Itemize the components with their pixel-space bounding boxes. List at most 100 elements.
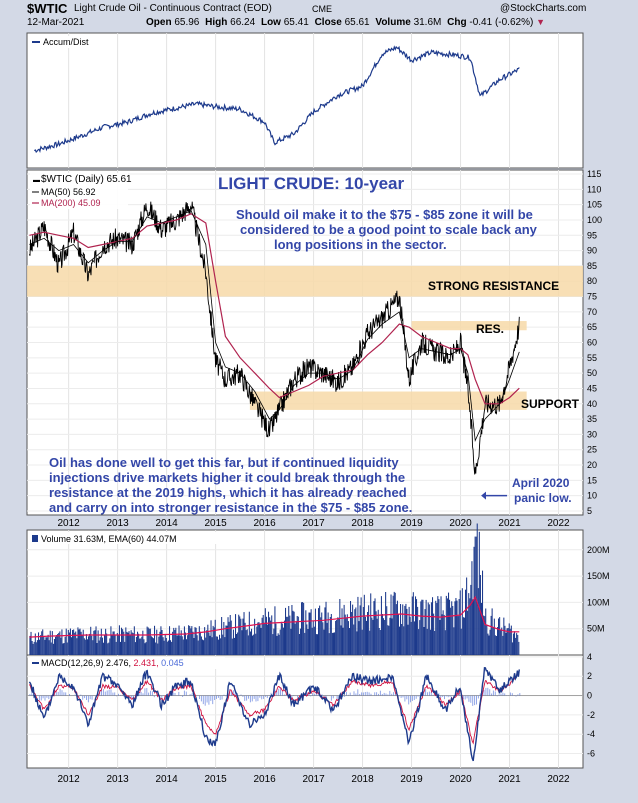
macd-hist-bar bbox=[249, 695, 251, 703]
macd-legend-label: MACD(12,26,9) 2.476, 2.431, 0.045 bbox=[41, 658, 184, 668]
x-tick-label-price: 2015 bbox=[204, 518, 227, 529]
volume-bar bbox=[36, 640, 38, 655]
macd-hist-bar bbox=[517, 694, 519, 696]
macd-hist-bar bbox=[353, 691, 355, 696]
volume-bar bbox=[330, 614, 332, 655]
volume-bar bbox=[466, 577, 468, 655]
macd-hist-bar bbox=[57, 691, 59, 696]
volume-bar bbox=[145, 642, 147, 655]
macd-hist-bar bbox=[344, 695, 346, 697]
volume-bar bbox=[222, 634, 224, 655]
volume-bar bbox=[65, 628, 67, 655]
volume-bar bbox=[309, 612, 311, 655]
volume-bar bbox=[375, 611, 377, 655]
note-line-1: Should oil make it to the $75 - $85 zone… bbox=[236, 207, 533, 222]
volume-bar bbox=[298, 634, 300, 655]
macd-hist-bar bbox=[351, 695, 353, 696]
y-tick-label-price: 10 bbox=[587, 491, 597, 501]
macd-hist-bar bbox=[244, 695, 246, 701]
y-tick-label-price: 65 bbox=[587, 322, 597, 332]
macd-hist-bar bbox=[31, 693, 33, 696]
volume-bar bbox=[74, 632, 76, 655]
ma200-legend-label: MA(200) 45.09 bbox=[41, 198, 101, 208]
macd-hist-bar bbox=[498, 694, 500, 696]
volume-bar bbox=[288, 606, 290, 655]
volume-bar bbox=[350, 601, 352, 655]
macd-hist-bar bbox=[270, 692, 272, 696]
volume-bar bbox=[492, 627, 494, 655]
x-tick-label-bottom: 2018 bbox=[351, 774, 374, 785]
volume-bar bbox=[514, 631, 516, 655]
volume-bar bbox=[301, 602, 303, 655]
volume-bar bbox=[461, 588, 463, 655]
volume-bar bbox=[51, 631, 53, 655]
volume-bar bbox=[55, 636, 57, 655]
x-tick-label-bottom: 2016 bbox=[253, 774, 276, 785]
volume-bar bbox=[228, 621, 230, 655]
macd-hist-bar bbox=[391, 693, 393, 696]
volume-bar bbox=[132, 633, 134, 655]
macd-hist-bar bbox=[423, 691, 425, 696]
volume-bar bbox=[468, 593, 470, 655]
open-value: 65.96 bbox=[174, 17, 200, 28]
y-tick-label-price: 5 bbox=[587, 506, 592, 516]
y-tick-label-price: 20 bbox=[587, 460, 597, 470]
volume-bar bbox=[198, 626, 200, 655]
volume-bar bbox=[56, 635, 58, 655]
volume-bar bbox=[346, 614, 348, 655]
volume-bar bbox=[377, 609, 379, 655]
volume-bar bbox=[148, 628, 150, 655]
macd-hist-bar bbox=[291, 695, 293, 699]
volume-bar bbox=[378, 628, 380, 655]
volume-bar bbox=[115, 641, 117, 655]
macd-hist-bar bbox=[208, 695, 210, 705]
x-tick-label-bottom: 2020 bbox=[449, 774, 472, 785]
macd-legend-bg bbox=[30, 657, 225, 669]
close-label: Close bbox=[314, 17, 342, 28]
volume-bar bbox=[478, 531, 480, 655]
macd-hist-bar bbox=[404, 695, 406, 702]
volume-bar bbox=[171, 641, 173, 655]
macd-hist-bar bbox=[114, 692, 116, 696]
volume-bar bbox=[266, 624, 268, 655]
y-tick-label-volume: 150M bbox=[587, 571, 610, 581]
macd-hist-bar bbox=[462, 695, 464, 699]
volume-bar bbox=[164, 633, 166, 655]
volume-bar bbox=[456, 600, 458, 655]
x-tick-label-price: 2012 bbox=[58, 518, 81, 529]
volume-bar bbox=[410, 621, 412, 655]
macd-hist-bar bbox=[357, 689, 359, 696]
volume-bar bbox=[506, 628, 508, 655]
volume-bar bbox=[497, 627, 499, 655]
volume-bar bbox=[371, 617, 373, 655]
volume-bar bbox=[343, 604, 345, 655]
close-value: 65.61 bbox=[344, 17, 370, 28]
volume-bar bbox=[261, 617, 263, 655]
volume-bar bbox=[167, 640, 169, 655]
volume-bar bbox=[284, 620, 286, 655]
volume-bar bbox=[96, 643, 98, 655]
chart-annotation-title: LIGHT CRUDE: 10-year bbox=[218, 174, 405, 193]
macd-hist-bar bbox=[417, 695, 419, 697]
volume-bar bbox=[505, 632, 507, 655]
macd-line bbox=[28, 667, 520, 762]
symbol-label: $WTIC bbox=[27, 1, 68, 16]
volume-bar bbox=[292, 610, 294, 655]
macd-hist-bar bbox=[263, 695, 265, 699]
macd-hist-bar bbox=[214, 695, 216, 700]
volume-bar bbox=[379, 630, 381, 655]
volume-bar bbox=[362, 607, 364, 655]
macd-hist-bar bbox=[251, 695, 253, 702]
macd-hist-bar bbox=[336, 695, 338, 700]
macd-hist-bar bbox=[140, 691, 142, 696]
bottom-note-line-4: and carry on into stronger resistance in… bbox=[49, 500, 413, 515]
macd-hist-bar bbox=[378, 693, 379, 696]
volume-bar bbox=[235, 614, 237, 655]
macd-hist-bar bbox=[204, 695, 206, 706]
volume-bar bbox=[162, 637, 164, 655]
macd-hist-bar bbox=[221, 695, 223, 700]
volume-bar bbox=[104, 635, 106, 655]
instrument-name: Light Crude Oil - Continuous Contract (E… bbox=[74, 3, 272, 14]
volume-bar bbox=[69, 628, 71, 655]
volume-bar bbox=[63, 643, 65, 655]
